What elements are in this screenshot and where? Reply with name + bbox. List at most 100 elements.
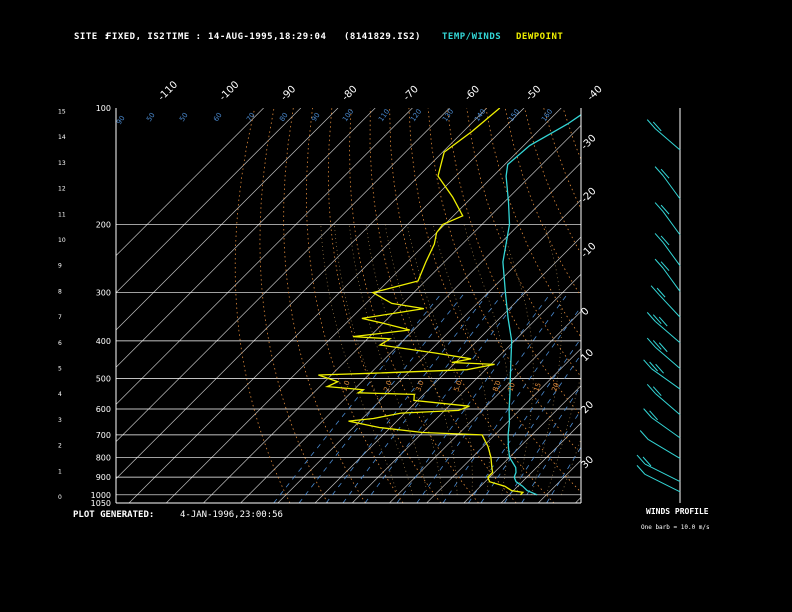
theta-label: 60 bbox=[212, 111, 224, 123]
dry-adiabat bbox=[524, 108, 581, 255]
wind-barb-flag bbox=[654, 166, 664, 176]
height-tick-label: 3 bbox=[58, 417, 62, 424]
wind-barb-flag bbox=[646, 312, 656, 322]
dry-adiabat bbox=[447, 108, 581, 417]
isotherm-line bbox=[240, 162, 581, 503]
site-value: FIXED, IS2 bbox=[106, 32, 166, 42]
isotherm-line bbox=[575, 496, 581, 503]
wind-barb-staff bbox=[662, 211, 681, 236]
wind-barb-staff bbox=[647, 439, 681, 459]
wind-barb-flag bbox=[660, 204, 670, 215]
mixing-ratio-line bbox=[416, 292, 569, 503]
wind-barb-staff bbox=[651, 368, 681, 390]
moist-adiabat bbox=[531, 224, 562, 495]
plot-generated-label: PLOT GENERATED: bbox=[73, 510, 155, 520]
height-tick-label: 15 bbox=[58, 109, 66, 116]
theta-label: 130 bbox=[441, 108, 455, 124]
wind-barb-flag bbox=[646, 119, 656, 129]
wind-barb-flag bbox=[658, 342, 668, 353]
wind-barb-flag bbox=[643, 359, 652, 370]
right-temp-label: 10 bbox=[579, 347, 596, 364]
mixing-ratio-line bbox=[504, 385, 581, 503]
top-temp-label: -100 bbox=[218, 79, 242, 103]
moist-adiabat bbox=[560, 437, 581, 495]
theta-label: 120 bbox=[409, 108, 423, 124]
height-tick-label: 11 bbox=[58, 211, 66, 218]
legend-dewpoint: DEWPOINT bbox=[516, 32, 564, 42]
wind-barb-flag bbox=[636, 465, 646, 475]
dry-adiabat bbox=[327, 108, 442, 503]
isotherm-line bbox=[116, 108, 264, 257]
wind-barb-flag bbox=[660, 235, 670, 246]
wind-barb-staff bbox=[654, 128, 681, 151]
wind-barb-staff bbox=[654, 320, 681, 344]
isotherm-line bbox=[116, 108, 339, 331]
dry-adiabat bbox=[602, 108, 792, 503]
height-tick-label: 8 bbox=[58, 288, 62, 295]
wind-barb-flag bbox=[639, 430, 649, 440]
dry-adiabat bbox=[485, 108, 581, 338]
mixing-ratio-label: 3.0 bbox=[414, 379, 425, 392]
moist-adiabat bbox=[406, 224, 473, 495]
height-tick-label: 10 bbox=[58, 237, 66, 244]
moist-adiabat bbox=[432, 224, 490, 495]
wind-barb-flag bbox=[652, 121, 662, 132]
theta-label: 50 bbox=[145, 111, 157, 123]
theta-label: 90 bbox=[310, 111, 322, 123]
height-tick-label: 13 bbox=[58, 160, 66, 167]
top-temp-label: -50 bbox=[524, 84, 543, 103]
grid-layer bbox=[116, 108, 792, 503]
mixing-ratio-label: 1.0 bbox=[340, 379, 351, 392]
wind-barb-staff bbox=[662, 175, 681, 200]
wind-barb-flag bbox=[652, 314, 662, 325]
right-temp-label: -10 bbox=[579, 241, 598, 260]
wind-barb-flag bbox=[646, 337, 656, 348]
wind-barb-flag bbox=[654, 258, 664, 269]
dry-adiabat bbox=[349, 108, 479, 503]
wind-barb-flag bbox=[652, 386, 662, 396]
wind-barb-flag bbox=[652, 340, 662, 350]
height-tick-label: 0 bbox=[58, 494, 62, 501]
dewpoint-line bbox=[318, 108, 525, 496]
height-tick-label: 4 bbox=[58, 391, 62, 398]
mixing-ratio-label: 5.0 bbox=[452, 379, 463, 392]
top-temp-label: -80 bbox=[340, 84, 359, 103]
mixing-ratio-line bbox=[480, 353, 581, 503]
top-temp-label: -70 bbox=[402, 84, 421, 103]
height-tick-label: 12 bbox=[58, 186, 66, 193]
wind-barb-staff bbox=[651, 417, 681, 439]
moist-adiabat bbox=[320, 224, 398, 495]
theta-label: 160 bbox=[540, 108, 554, 124]
mixing-ratio-line bbox=[442, 306, 581, 503]
wind-barb-flag bbox=[654, 233, 664, 243]
right-temp-label: -30 bbox=[579, 133, 598, 152]
wind-barb-flag bbox=[656, 287, 666, 298]
mixing-ratio-line bbox=[396, 292, 552, 503]
right-temp-label: 30 bbox=[579, 454, 596, 471]
right-temp-label: 20 bbox=[579, 399, 596, 416]
isotherm-line bbox=[463, 385, 581, 503]
theta-label: 110 bbox=[377, 108, 391, 124]
plot-generated-value: 4-JAN-1996,23:00:56 bbox=[180, 510, 283, 520]
wind-barb-staff bbox=[654, 392, 681, 416]
pressure-tick-label: 800 bbox=[96, 453, 111, 462]
mixing-ratio-line bbox=[325, 292, 490, 503]
isotherm-line bbox=[613, 108, 792, 503]
pressure-tick-label: 400 bbox=[96, 337, 111, 346]
theta-label: 50 bbox=[178, 111, 190, 123]
series-layer bbox=[318, 108, 581, 496]
mixing-ratio-line bbox=[521, 409, 581, 503]
wind-barb-staff bbox=[662, 267, 681, 292]
moist-adiabat bbox=[365, 224, 443, 495]
mixing-ratio-label: 10 bbox=[506, 382, 517, 393]
top-temp-label: -110 bbox=[156, 79, 180, 103]
top-temp-label: -40 bbox=[585, 84, 604, 103]
moist-adiabat bbox=[384, 224, 458, 495]
isotherm-line bbox=[426, 348, 581, 503]
pressure-tick-label: 200 bbox=[96, 220, 111, 229]
moist-adiabat bbox=[348, 224, 428, 495]
mixing-ratio-label: 20 bbox=[550, 382, 561, 393]
wind-barb-flag bbox=[646, 383, 656, 394]
dry-adiabat bbox=[389, 108, 555, 503]
